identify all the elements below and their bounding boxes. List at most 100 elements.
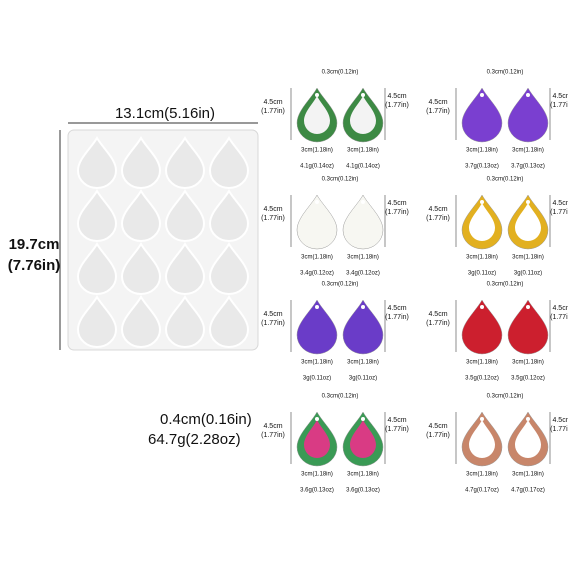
mold-cavity — [120, 241, 162, 295]
height-label: 4.5cm — [552, 417, 568, 424]
width-label: 3cm(1.18in) — [301, 472, 333, 478]
hole — [526, 93, 530, 97]
height-label: (1.77in) — [261, 320, 285, 327]
mold-cavity — [164, 135, 206, 189]
hole — [480, 200, 484, 204]
mold-cavity — [164, 241, 206, 295]
height-label: 4.5cm — [387, 93, 406, 100]
hole — [361, 200, 365, 204]
weight-label: 3g(0.11oz) — [303, 376, 331, 382]
thickness-label: 0.3cm(0.12in) — [322, 282, 359, 288]
mold-width: 13.1cm(5.16in) — [115, 105, 215, 122]
pendant — [296, 194, 338, 250]
width-label: 3cm(1.18in) — [512, 360, 544, 366]
height-label: 4.5cm — [552, 200, 568, 207]
height-label: (1.77in) — [385, 314, 409, 321]
width-label: 3cm(1.18in) — [301, 148, 333, 154]
hole — [361, 93, 365, 97]
mold-cavity — [164, 294, 206, 348]
pendant-inner — [515, 203, 541, 241]
height-label: 4.5cm — [387, 200, 406, 207]
hole — [480, 93, 484, 97]
weight-label: 3.5g(0.12oz) — [465, 376, 499, 382]
weight-label: 3.4g(0.12oz) — [300, 271, 334, 277]
height-label: (1.77in) — [261, 215, 285, 222]
mold-weight: 64.7g(2.28oz) — [148, 431, 241, 448]
height-label: (1.77in) — [261, 108, 285, 115]
height-label: 4.5cm — [428, 206, 447, 213]
weight-label: 4.1g(0.14oz) — [346, 164, 380, 170]
height-label: (1.77in) — [261, 432, 285, 439]
height-label: (1.77in) — [385, 209, 409, 216]
mold — [67, 129, 259, 351]
width-label: 3cm(1.18in) — [347, 255, 379, 261]
weight-label: 4.1g(0.14oz) — [300, 164, 334, 170]
height-label: 4.5cm — [552, 93, 568, 100]
thickness-label: 0.3cm(0.12in) — [487, 282, 524, 288]
width-label: 3cm(1.18in) — [301, 255, 333, 261]
weight-label: 3.4g(0.12oz) — [346, 271, 380, 277]
pendant-inner — [469, 420, 495, 458]
mold-height: 19.7cm — [9, 236, 60, 253]
height-label: 4.5cm — [263, 99, 282, 106]
hole — [315, 200, 319, 204]
width-label: 3cm(1.18in) — [512, 472, 544, 478]
pendant — [507, 87, 549, 143]
height-label: 4.5cm — [387, 305, 406, 312]
thickness-label: 0.3cm(0.12in) — [322, 70, 359, 76]
mold-cavity — [208, 294, 250, 348]
height-label: (1.77in) — [550, 314, 568, 321]
height-label: (1.77in) — [426, 320, 450, 327]
height-label: 4.5cm — [428, 311, 447, 318]
weight-label: 4.7g(0.17oz) — [465, 488, 499, 494]
mold-cavity — [120, 135, 162, 189]
thickness-label: 0.3cm(0.12in) — [322, 394, 359, 400]
height-label: (1.77in) — [550, 102, 568, 109]
width-label: 3cm(1.18in) — [347, 472, 379, 478]
height-label: (1.77in) — [426, 215, 450, 222]
pendant-inner — [304, 420, 330, 458]
width-label: 3cm(1.18in) — [466, 255, 498, 261]
height-label: (1.77in) — [426, 432, 450, 439]
width-label: 3cm(1.18in) — [347, 148, 379, 154]
thickness-label: 0.3cm(0.12in) — [487, 394, 524, 400]
width-label: 3cm(1.18in) — [512, 255, 544, 261]
hole — [480, 417, 484, 421]
mold-cavity — [164, 188, 206, 242]
hole — [315, 93, 319, 97]
mold-cavity — [76, 294, 118, 348]
pendant — [461, 299, 503, 355]
weight-label: 3.7g(0.13oz) — [511, 164, 545, 170]
weight-label: 3.6g(0.13oz) — [300, 488, 334, 494]
pendant — [342, 194, 384, 250]
hole — [315, 417, 319, 421]
height-label: (1.77in) — [550, 209, 568, 216]
hole — [480, 305, 484, 309]
thickness-label: 0.3cm(0.12in) — [322, 177, 359, 183]
pendant-inner — [350, 96, 376, 134]
mold-cavity — [208, 135, 250, 189]
hole — [315, 305, 319, 309]
mold-cavity — [208, 188, 250, 242]
height-label: 4.5cm — [263, 423, 282, 430]
mold-cavity — [76, 241, 118, 295]
mold-cavity — [76, 188, 118, 242]
height-label: 4.5cm — [263, 311, 282, 318]
pendant-inner — [515, 420, 541, 458]
pendant — [342, 299, 384, 355]
height-label: (1.77in) — [385, 426, 409, 433]
pendant — [296, 299, 338, 355]
weight-label: 3g(0.11oz) — [349, 376, 377, 382]
hole — [526, 200, 530, 204]
weight-label: 3.7g(0.13oz) — [465, 164, 499, 170]
width-label: 3cm(1.18in) — [466, 472, 498, 478]
pendant — [507, 299, 549, 355]
width-label: 3cm(1.18in) — [466, 148, 498, 154]
height-label: 4.5cm — [428, 423, 447, 430]
height-label: 4.5cm — [387, 417, 406, 424]
width-label: 3cm(1.18in) — [512, 148, 544, 154]
hole — [361, 417, 365, 421]
height-label: (1.77in) — [550, 426, 568, 433]
thickness-label: 0.3cm(0.12in) — [487, 70, 524, 76]
